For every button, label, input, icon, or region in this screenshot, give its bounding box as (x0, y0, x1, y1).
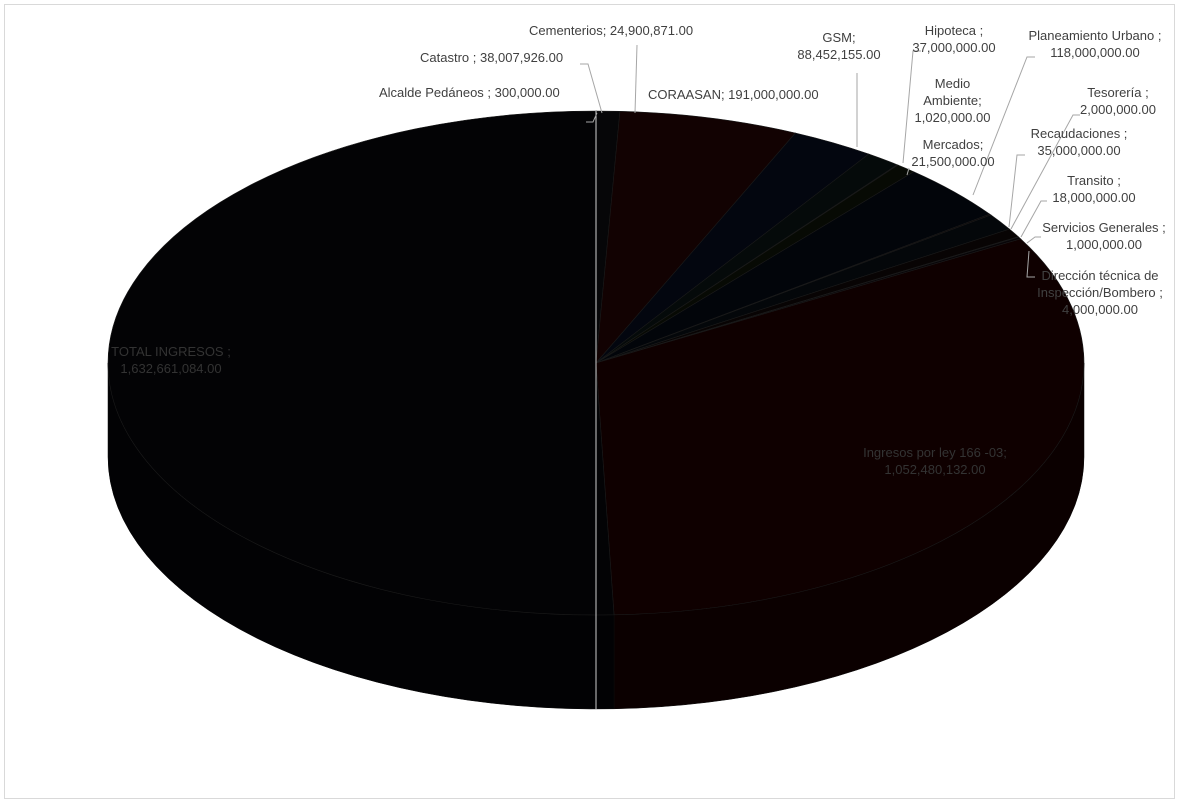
leader-line-planeamiento (972, 56, 1035, 196)
leader-line-tesoreria (1010, 114, 1080, 230)
data-label-coraasan: CORAASAN; 191,000,000.00 (648, 87, 819, 102)
data-label-direccion-tecnica: Dirección técnica de Inspección/Bombero … (1037, 268, 1163, 317)
leader-line-recaudaciones (1008, 154, 1025, 228)
data-label-mercados: Mercados; 21,500,000.00 (911, 137, 995, 169)
data-label-hipoteca: Hipoteca ; 37,000,000.00 (912, 23, 996, 55)
data-label-cementerios: Cementerios; 24,900,871.00 (529, 23, 694, 38)
data-label-recaudaciones: Recaudaciones ; 35,000,000.00 (1030, 126, 1128, 158)
pie-slice-ingresos-por-ley-166-03 (595, 238, 1085, 616)
leader-line-cementerios (634, 44, 638, 114)
leader-line-servicios (1026, 236, 1041, 244)
data-label-servicios-generales: Servicios Generales ; 1,000,000.00 (1042, 220, 1166, 252)
leader-line-transito (1020, 200, 1047, 238)
pie-slice-total-ingresos (107, 110, 615, 616)
pie-chart-svg (107, 44, 1085, 710)
data-label-medio-ambiente: Medio Ambiente; 1,020,000.00 (914, 76, 991, 125)
data-label-ingresos-ley: Ingresos por ley 166 -03; 1,052,480,132.… (863, 445, 1007, 477)
data-label-gsm: GSM; 88,452,155.00 (797, 30, 881, 62)
leader-line-alcalde (586, 112, 598, 123)
leader-line-hipoteca (902, 50, 921, 164)
data-label-alcalde-pedaneos: Alcalde Pedáneos ; 300,000.00 (379, 85, 560, 100)
leader-line-direccion (1026, 250, 1035, 278)
chart-area: Alcalde Pedáneos ; 300,000.00 Catastro ;… (4, 4, 1175, 799)
leader-line-catastro (580, 63, 603, 114)
data-label-planeamiento-urbano: Planeamiento Urbano ; 118,000,000.00 (1028, 28, 1162, 60)
data-label-catastro: Catastro ; 38,007,926.00 (420, 50, 564, 65)
data-label-total-ingresos: TOTAL INGRESOS ; 1,632,661,084.00 (111, 344, 231, 376)
data-label-transito: Transito ; 18,000,000.00 (1052, 173, 1136, 205)
data-label-tesoreria: Tesorería ; 2,000,000.00 (1080, 85, 1156, 117)
leader-line-medio (906, 167, 910, 176)
pie-slice-coraasan (595, 110, 796, 364)
